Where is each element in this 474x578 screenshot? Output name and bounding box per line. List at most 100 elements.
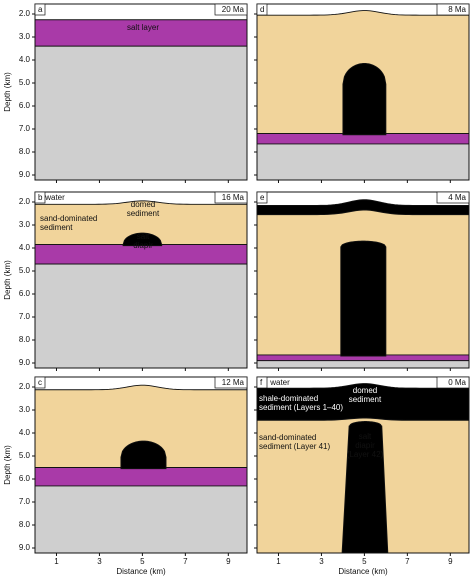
x-axis-title: Distance (km) <box>116 567 166 576</box>
age-box <box>214 191 248 204</box>
label-box <box>34 376 46 389</box>
age-box <box>436 191 470 204</box>
section-body <box>257 377 469 553</box>
annotation: domed <box>131 200 155 209</box>
y-tick-label: 5.0 <box>19 451 31 460</box>
annotation: diapir <box>355 441 375 450</box>
annotation: sediment <box>40 223 73 232</box>
panel-frame <box>256 191 470 369</box>
panel-frame <box>34 191 248 369</box>
y-tick-label: 5.0 <box>19 266 31 275</box>
y-tick-label: 3.0 <box>19 220 31 229</box>
panel-age: 20 Ma <box>222 5 245 14</box>
y-tick-label: 2.0 <box>19 382 31 391</box>
section-panel: c 12 Ma 2.0 3.0 4.0 5.0 6.0 7.0 8.0 9.0 1 3 5 7 9 Depth… <box>3 376 248 576</box>
y-tick-label: 8.0 <box>19 147 31 156</box>
layer <box>35 485 247 553</box>
y-tick-label: 2.0 <box>19 197 31 206</box>
panel-label: b <box>38 193 43 202</box>
y-axis-title: Depth (km) <box>3 445 12 485</box>
label-box <box>34 191 46 204</box>
panel-age: 16 Ma <box>222 193 245 202</box>
y-tick-label: 6.0 <box>19 289 31 298</box>
age-box <box>436 3 470 16</box>
y-tick-label: 8.0 <box>19 520 31 529</box>
annotation: sediment (Layers 1–40) <box>259 403 343 412</box>
annotation: water <box>269 378 290 387</box>
panel-frame <box>256 376 470 554</box>
label-box <box>256 191 268 204</box>
panel-label: e <box>260 193 265 202</box>
x-tick-label: 1 <box>276 557 281 566</box>
x-tick-label: 5 <box>362 557 367 566</box>
y-tick-label: 7.0 <box>19 312 31 321</box>
salt-diapir <box>342 62 387 136</box>
annotation: sand-dominated <box>40 214 97 223</box>
y-tick-label: 9.0 <box>19 170 31 179</box>
layer <box>257 360 469 368</box>
panel-label: c <box>38 378 42 387</box>
y-tick-label: 7.0 <box>19 497 31 506</box>
x-tick-label: 7 <box>405 557 410 566</box>
y-tick-label: 5.0 <box>19 78 31 87</box>
y-tick-label: 9.0 <box>19 358 31 367</box>
layer <box>257 143 469 180</box>
panel-frame <box>34 376 248 554</box>
label-box <box>34 3 46 16</box>
layer <box>35 263 247 368</box>
panel-age: 0 Ma <box>448 378 466 387</box>
y-axis-title: Depth (km) <box>3 72 12 112</box>
y-axis-title: Depth (km) <box>3 260 12 300</box>
section-panel: a 20 Ma 2.0 3.0 4.0 5.0 6.0 7.0 8.0 9.0 Depth (km)… <box>3 3 248 183</box>
x-tick-label: 3 <box>319 557 324 566</box>
y-tick-label: 4.0 <box>19 428 31 437</box>
y-tick-label: 6.0 <box>19 101 31 110</box>
annotation: sediment <box>349 395 382 404</box>
annotation: domed <box>353 386 377 395</box>
y-tick-label: 9.0 <box>19 543 31 552</box>
annotation: sand-dominated <box>259 433 316 442</box>
panel-age: 4 Ma <box>448 193 466 202</box>
y-tick-label: 3.0 <box>19 405 31 414</box>
label-box <box>256 376 268 389</box>
annotation: sediment <box>127 209 160 218</box>
age-box <box>436 376 470 389</box>
layer <box>35 467 247 487</box>
layer <box>35 45 247 180</box>
y-tick-label: 3.0 <box>19 32 31 41</box>
section-panel: d 8 Ma <box>254 3 470 183</box>
panel-label: a <box>38 5 43 14</box>
annotation: water <box>44 193 65 202</box>
y-tick-label: 4.0 <box>19 243 31 252</box>
salt-diapir <box>340 240 387 357</box>
panel-frame <box>256 3 470 181</box>
annotation: salt <box>359 432 372 441</box>
section-body <box>35 192 247 368</box>
y-tick-label: 6.0 <box>19 474 31 483</box>
annotation: sediment (Layer 41) <box>259 442 330 451</box>
x-tick-label: 7 <box>183 557 188 566</box>
section-panel: b 16 Ma 2.0 3.0 4.0 5.0 6.0 7.0 8.0 9.0 Depth (km)… <box>3 191 248 371</box>
x-tick-label: 9 <box>448 557 453 566</box>
y-tick-label: 4.0 <box>19 55 31 64</box>
salt-diapir <box>341 421 389 553</box>
section-body <box>257 192 469 368</box>
y-tick-label: 7.0 <box>19 124 31 133</box>
x-axis-title: Distance (km) <box>338 567 388 576</box>
y-tick-label: 2.0 <box>19 9 31 18</box>
age-box <box>214 3 248 16</box>
panel-label: f <box>260 378 263 387</box>
age-box <box>214 376 248 389</box>
x-tick-label: 1 <box>54 557 59 566</box>
section-body <box>257 4 469 180</box>
y-tick-label: 8.0 <box>19 335 31 344</box>
panel-frame <box>34 3 248 181</box>
x-tick-label: 3 <box>97 557 102 566</box>
x-tick-label: 5 <box>140 557 145 566</box>
label-box <box>256 3 268 16</box>
section-body <box>35 4 247 180</box>
section-panel: e 4 Ma <box>254 191 470 371</box>
annotation: shale-dominated <box>259 394 318 403</box>
